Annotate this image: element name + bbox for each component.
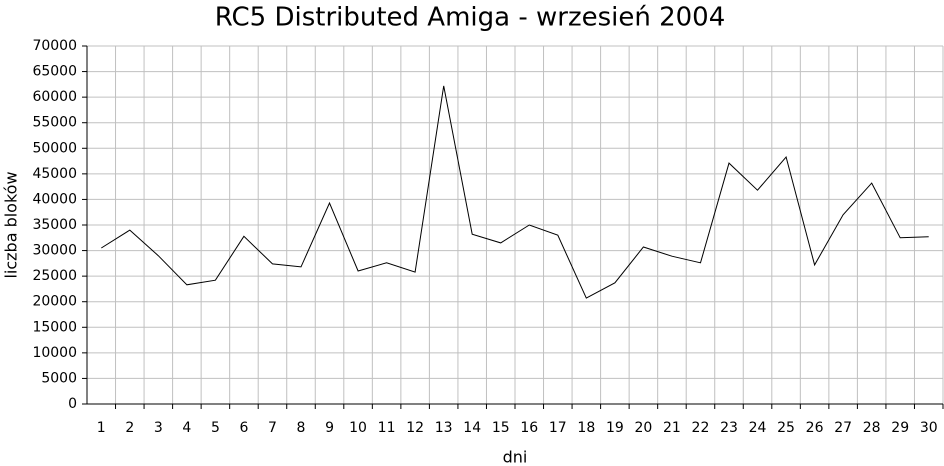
- y-tick-label: 55000: [32, 115, 77, 131]
- x-tick-label: 13: [435, 420, 453, 436]
- x-tick-label: 14: [463, 420, 481, 436]
- x-tick-label: 11: [378, 420, 396, 436]
- x-tick-label: 24: [749, 420, 767, 436]
- y-tick-label: 65000: [32, 64, 77, 80]
- x-tick-label: 10: [349, 420, 367, 436]
- x-tick-label: 29: [891, 420, 909, 436]
- x-tick-label: 30: [920, 420, 938, 436]
- x-tick-label: 26: [806, 420, 824, 436]
- y-tick-label: 35000: [32, 217, 77, 233]
- x-tick-label: 25: [777, 420, 795, 436]
- x-tick-label: 23: [720, 420, 738, 436]
- y-tick-label: 50000: [32, 140, 77, 156]
- x-tick-label: 7: [268, 420, 277, 436]
- x-tick-label: 1: [97, 420, 106, 436]
- x-tick-label: 21: [663, 420, 681, 436]
- y-tick-label: 60000: [32, 89, 77, 105]
- x-tick-label: 2: [125, 420, 134, 436]
- y-tick-label: 20000: [32, 294, 77, 310]
- y-tick-label: 5000: [41, 370, 77, 386]
- x-tick-label: 27: [834, 420, 852, 436]
- x-tick-label: 3: [154, 420, 163, 436]
- x-tick-label: 8: [297, 420, 306, 436]
- x-tick-label: 20: [634, 420, 652, 436]
- x-tick-label: 19: [606, 420, 624, 436]
- y-tick-label: 30000: [32, 243, 77, 259]
- x-tick-label: 28: [863, 420, 881, 436]
- x-tick-label: 9: [325, 420, 334, 436]
- y-tick-label: 0: [68, 396, 77, 412]
- x-tick-label: 4: [182, 420, 191, 436]
- x-tick-label: 6: [239, 420, 248, 436]
- y-tick-label: 70000: [32, 38, 77, 54]
- x-tick-label: 22: [692, 420, 710, 436]
- chart-title: RC5 Distributed Amiga - wrzesień 2004: [215, 3, 726, 33]
- y-axis-label: liczba bloków: [2, 171, 21, 278]
- y-tick-label: 10000: [32, 345, 77, 361]
- x-tick-label: 15: [492, 420, 510, 436]
- y-tick-label: 45000: [32, 166, 77, 182]
- y-tick-label: 15000: [32, 319, 77, 335]
- x-tick-label: 18: [577, 420, 595, 436]
- x-tick-label: 17: [549, 420, 567, 436]
- y-tick-label: 25000: [32, 268, 77, 284]
- x-tick-label: 5: [211, 420, 220, 436]
- y-tick-label: 40000: [32, 191, 77, 207]
- data-line: [101, 85, 929, 299]
- x-tick-label: 16: [520, 420, 538, 436]
- x-tick-label: 12: [406, 420, 424, 436]
- x-axis-label: dni: [503, 448, 528, 466]
